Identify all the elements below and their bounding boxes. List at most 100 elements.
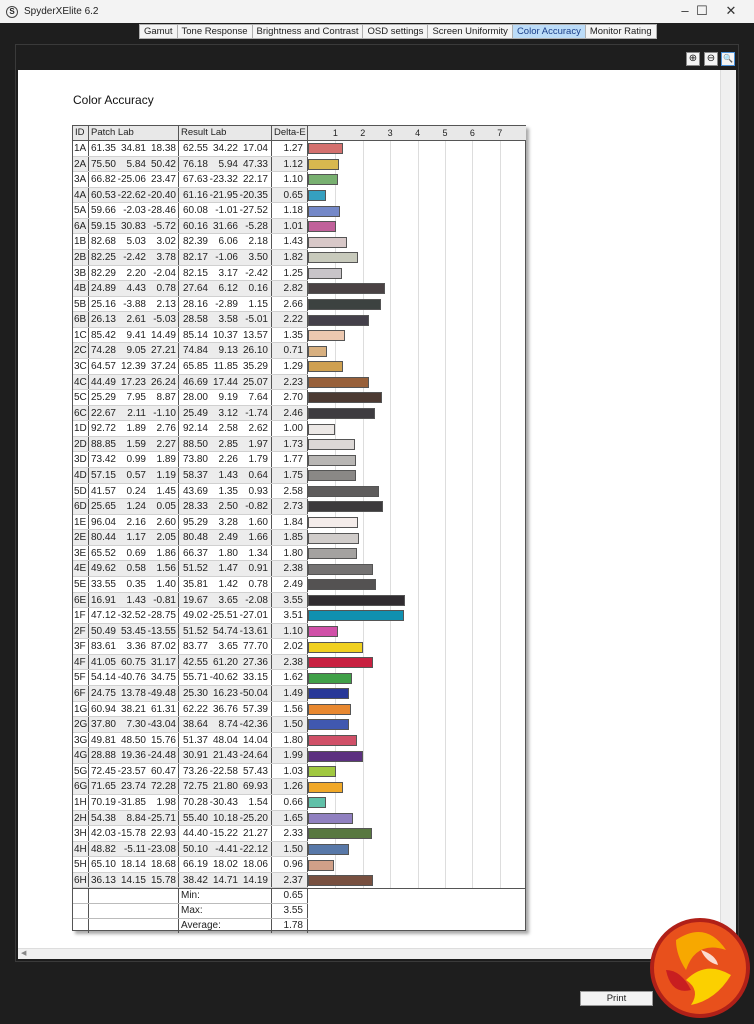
table-row: 1G 60.94 38.21 61.31 62.22 36.76 57.39 1.56 [73,701,308,718]
result-lab-value: 82.17 [182,251,208,263]
patch-lab-value: 54.38 [90,812,116,824]
result-lab-value: -22.58 [209,765,238,777]
tab-osd-settings[interactable]: OSD settings [363,24,429,39]
delta-e: 1.35 [272,327,308,343]
zoom-out-icon[interactable]: ⊖ [704,52,718,66]
result-lab-value: 25.49 [182,407,208,419]
header-patch-lab: Patch Lab [89,126,179,141]
x-tick-label: 2 [360,128,366,138]
patch-lab: 25.29 7.95 8.87 [89,390,179,405]
delta-e: 1.56 [272,701,308,717]
patch-lab-value: -2.03 [123,205,146,217]
close-button[interactable]: ✕ [725,3,737,18]
minimize-button[interactable]: – [681,3,689,18]
result-lab-value: 0.78 [248,578,268,590]
tab-screen-uniformity[interactable]: Screen Uniformity [428,24,513,39]
patch-lab-value: 44.49 [90,376,116,388]
maximize-button[interactable]: ☐ [696,3,708,18]
patch-id: 4A [73,187,89,203]
patch-lab-value: 2.16 [126,516,146,528]
delta-e: 1.99 [272,748,308,763]
delta-e-bar-3G [308,734,358,746]
delta-e: 1.80 [272,545,308,561]
patch-lab: 82.25 -2.42 3.78 [89,249,179,265]
tab-color-accuracy[interactable]: Color Accuracy [512,24,586,39]
horizontal-scrollbar[interactable]: ◀ [18,948,720,959]
result-lab-value: 14.04 [242,734,268,746]
result-lab: 43.69 1.35 0.93 [179,483,272,499]
patch-lab-value: 34.75 [150,672,176,684]
table-row: 3D 73.42 0.99 1.89 73.80 2.26 1.79 1.77 [73,452,308,468]
zoom-fit-icon[interactable]: 🔍 [721,52,735,66]
patch-lab-value: -5.03 [153,314,176,326]
patch-id: 3E [73,545,89,561]
zoom-in-icon[interactable]: ⊕ [686,52,700,66]
result-lab-value: 1.80 [218,547,238,559]
patch-lab-value: 74.28 [90,345,116,357]
patch-lab: 80.44 1.17 2.05 [89,530,179,545]
result-lab-value: 5.94 [218,158,238,170]
result-lab-value: 0.93 [248,485,268,497]
result-lab-value: 30.91 [182,750,208,762]
delta-e-bar-5H [308,859,335,871]
patch-lab-value: -20.40 [147,189,176,201]
patch-lab-value: 2.61 [126,314,146,326]
result-lab-value: 11.85 [213,360,238,372]
result-lab-value: 3.50 [248,251,268,263]
table-row: 5B 25.16 -3.88 2.13 28.16 -2.89 1.15 2.66 [73,296,308,313]
patch-lab-value: -28.75 [147,610,176,622]
result-lab-value: 3.17 [218,267,238,279]
patch-lab: 41.05 60.75 31.17 [89,654,179,670]
patch-lab-value: 82.29 [90,267,116,279]
result-lab-value: 21.27 [242,828,268,840]
patch-lab-value: 26.13 [90,314,116,326]
patch-lab-value: 37.80 [90,719,116,731]
patch-lab: 59.15 30.83 -5.72 [89,218,179,234]
result-lab-value: 70.28 [182,796,208,808]
scroll-left-icon[interactable]: ◀ [21,950,27,957]
result-lab: 46.69 17.44 25.07 [179,374,272,390]
result-lab: 51.37 48.04 14.04 [179,732,272,748]
print-button[interactable]: Print [580,991,653,1006]
delta-e-bar-2D [308,439,356,451]
tab-monitor-rating[interactable]: Monitor Rating [585,24,657,39]
result-lab: 28.33 2.50 -0.82 [179,499,272,514]
patch-id: 5H [73,857,89,872]
patch-id: 5A [73,203,89,218]
patch-id: 2E [73,530,89,545]
patch-lab-value: 65.10 [90,859,116,871]
patch-lab: 42.03 -15.78 22.93 [89,826,179,841]
patch-lab-value: 2.60 [156,516,176,528]
patch-lab: 41.57 0.24 1.45 [89,483,179,499]
result-lab-value: 33.15 [242,672,268,684]
delta-e-bar-5D [308,485,379,497]
result-lab: 62.22 36.76 57.39 [179,701,272,717]
tab-brightness-and-contrast[interactable]: Brightness and Contrast [252,24,364,39]
result-lab-value: 27.36 [242,656,268,668]
result-lab-value: 73.80 [182,454,208,466]
tab-tone-response[interactable]: Tone Response [177,24,253,39]
table-row: 4A 60.53 -22.62 -20.40 61.16 -21.95 -20.35 0.65 [73,187,308,204]
delta-e-bar-2G [308,719,350,731]
result-lab-value: 54.74 [212,625,238,637]
tab-gamut[interactable]: Gamut [139,24,178,39]
delta-e: 1.82 [272,249,308,265]
result-lab-value: 51.52 [182,625,208,637]
result-lab: 58.37 1.43 0.64 [179,467,272,483]
table-row: 5A 59.66 -2.03 -28.46 60.08 -1.01 -27.52 1.18 [73,203,308,219]
patch-lab-value: 25.65 [90,501,116,513]
delta-e: 1.73 [272,436,308,452]
table-row: 5H 65.10 18.14 18.68 66.19 18.02 18.06 0.96 [73,857,308,873]
result-lab: 65.85 11.85 35.29 [179,358,272,374]
vertical-scrollbar[interactable] [720,70,736,948]
result-lab-value: 3.58 [218,314,238,326]
result-lab-value: 1.15 [248,298,268,310]
patch-id: 4G [74,748,89,763]
patch-lab-value: 1.98 [156,796,176,808]
patch-lab-value: 82.68 [90,236,116,248]
result-lab-value: 19.67 [182,594,208,606]
patch-lab-value: -3.88 [123,298,146,310]
patch-lab-value: -5.72 [153,220,176,232]
result-lab-value: 69.93 [242,781,268,793]
delta-e: 1.85 [272,530,308,545]
